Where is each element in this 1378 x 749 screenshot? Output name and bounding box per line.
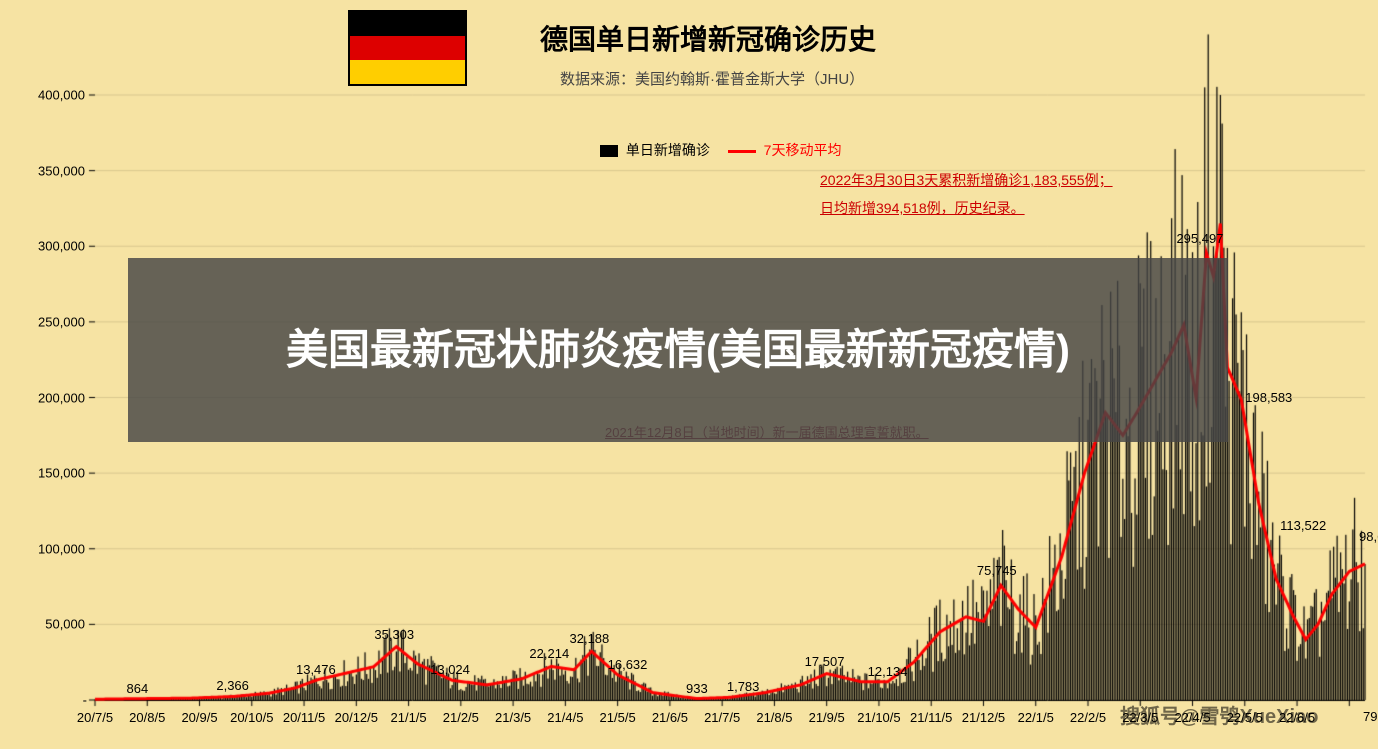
x-tick-label: 22/6/5 <box>1279 710 1315 725</box>
headline-overlay: 美国最新冠状肺炎疫情(美国最新新冠疫情) <box>128 258 1228 442</box>
annotation-record-line1: 2022年3月30日3天累积新增确诊1,183,555例； <box>820 170 1113 190</box>
x-tick-label: 22/3/5 <box>1122 710 1158 725</box>
x-tick-label: 21/5/5 <box>600 710 636 725</box>
x-tick-label: 20/7/5 <box>77 710 113 725</box>
flag-stripe-gold <box>350 60 465 84</box>
data-point-label: 295,497 <box>1176 231 1223 246</box>
x-tick-label: 21/8/5 <box>756 710 792 725</box>
x-tick-label: 21/7/5 <box>704 710 740 725</box>
data-point-label: 16,632 <box>608 657 648 672</box>
x-tick-label: 21/10/5 <box>857 710 900 725</box>
legend-bar-label: 单日新增确诊 <box>626 142 710 158</box>
x-tick-label: 20/8/5 <box>129 710 165 725</box>
x-tick-label: 21/1/5 <box>391 710 427 725</box>
x-tick-label: 21/6/5 <box>652 710 688 725</box>
y-tick-label: 50,000 <box>0 617 85 632</box>
x-tick-label: 20/12/5 <box>335 710 378 725</box>
legend-line-label: 7天移动平均 <box>764 142 842 158</box>
data-point-label: 32,188 <box>570 631 610 646</box>
x-tick-label: 21/12/5 <box>962 710 1005 725</box>
data-point-label: 1,783 <box>727 679 760 694</box>
legend-bar-swatch <box>600 145 618 157</box>
y-tick-label: 100,000 <box>0 541 85 556</box>
x-tick-label: 21/11/5 <box>910 710 952 725</box>
data-point-label: 198,583 <box>1245 390 1292 405</box>
y-tick-label: 250,000 <box>0 314 85 329</box>
data-point-label: 12,134 <box>868 664 908 679</box>
x-tick-label: 21/9/5 <box>809 710 845 725</box>
legend-line-swatch <box>728 150 756 153</box>
data-point-label: 799 <box>1363 709 1378 724</box>
x-tick-label: 22/5/5 <box>1227 710 1263 725</box>
data-point-label: 22,214 <box>529 646 569 661</box>
data-point-label: 864 <box>127 681 149 696</box>
x-tick-label: 20/10/5 <box>230 710 273 725</box>
x-tick-label: 20/11/5 <box>283 710 325 725</box>
x-tick-label: 22/4/5 <box>1174 710 1210 725</box>
x-tick-label: 22/1/5 <box>1018 710 1054 725</box>
chart-title: 德国单日新增新冠确诊历史 <box>540 18 876 58</box>
chart-legend: 单日新增确诊 7天移动平均 <box>600 140 841 160</box>
flag-stripe-red <box>350 36 465 60</box>
data-point-label: 13,024 <box>430 662 470 677</box>
y-tick-label: 400,000 <box>0 88 85 103</box>
data-point-label: 35,303 <box>374 627 414 642</box>
chart-subtitle: 数据来源：美国约翰斯·霍普金斯大学（JHU） <box>560 68 864 89</box>
y-tick-label: 200,000 <box>0 390 85 405</box>
data-point-label: 98,669 <box>1359 529 1378 544</box>
germany-flag-icon <box>348 10 467 86</box>
data-point-label: 13,476 <box>296 662 336 677</box>
data-point-label: 75,745 <box>977 563 1017 578</box>
x-tick-label: 22/2/5 <box>1070 710 1106 725</box>
y-tick-label: - <box>47 693 87 708</box>
data-point-label: 113,522 <box>1280 518 1326 533</box>
data-point-label: 933 <box>686 681 708 696</box>
y-tick-label: 150,000 <box>0 466 85 481</box>
data-point-label: 17,507 <box>805 654 845 669</box>
y-tick-label: 300,000 <box>0 239 85 254</box>
data-point-label: 2,366 <box>216 678 249 693</box>
annotation-record-line2: 日均新增394,518例，历史纪录。 <box>820 198 1025 218</box>
x-tick-label: 21/2/5 <box>443 710 479 725</box>
x-tick-label: 21/4/5 <box>547 710 583 725</box>
headline-overlay-text: 美国最新冠状肺炎疫情(美国最新新冠疫情) <box>286 324 1070 377</box>
x-tick-label: 20/9/5 <box>181 710 217 725</box>
y-tick-label: 350,000 <box>0 163 85 178</box>
flag-stripe-black <box>350 12 465 36</box>
x-tick-label: 21/3/5 <box>495 710 531 725</box>
